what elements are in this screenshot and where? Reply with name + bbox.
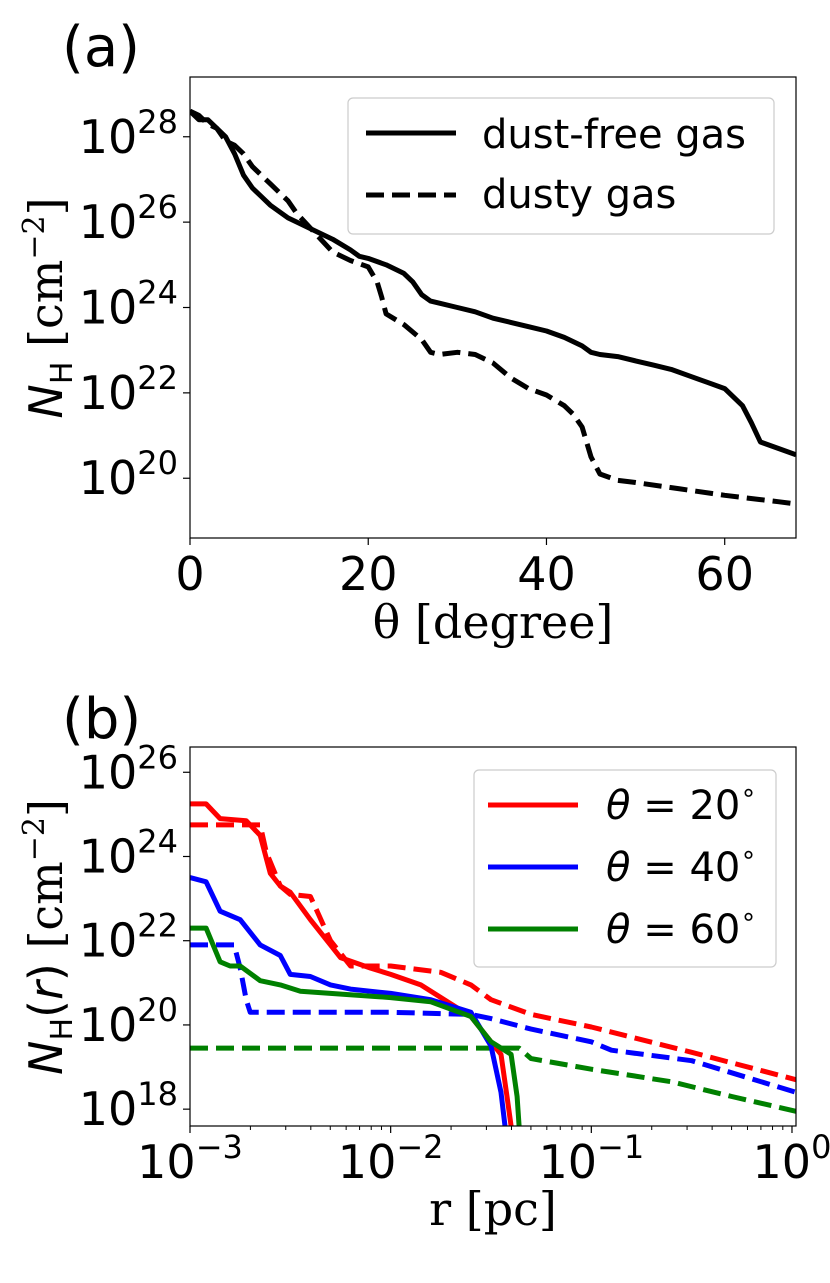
- panel-b-y-tick-label: 1020: [79, 991, 178, 1052]
- panel-a-series-line-dusty-gas: [190, 108, 796, 507]
- panel-b-y-axis-label: NH(r) [cm−2]: [17, 799, 80, 1075]
- panel-a-x-tick-label: 20: [339, 547, 398, 601]
- theta40-value: 40: [689, 845, 740, 891]
- panel-b-legend-label-theta20: θ = 20∘: [606, 778, 757, 829]
- panel-b-axes-frame: [189, 746, 797, 1127]
- panel-a-ylabel-main: N: [19, 384, 73, 418]
- degree-symbol: ∘: [740, 840, 756, 870]
- panel-b-ylabel-exp: −2: [17, 817, 52, 861]
- theta-symbol: θ: [606, 907, 630, 953]
- theta-symbol: θ: [606, 783, 630, 829]
- panel-a-ylabel-sub: H: [45, 362, 80, 385]
- panel-a: (a) 0 20 40 60 1028 1026 1024 1022 1020 θ [degr…: [17, 15, 797, 649]
- panel-b-legend-box: [473, 769, 777, 968]
- panel-b-legend: θ = 20∘ θ = 40∘ θ = 60∘: [473, 769, 777, 968]
- degree-symbol: ∘: [740, 778, 756, 808]
- panel-a-y-ticks: 1028 1026 1024 1022 1020: [79, 103, 190, 505]
- panel-b-x-tick-label: 100: [753, 1128, 830, 1189]
- panel-a-ylabel-exp: −2: [17, 215, 52, 259]
- panel-b-y-ticks: 1026 1024 1022 1020 1018: [79, 738, 190, 1136]
- theta-symbol: θ: [606, 845, 630, 891]
- panel-b-ylabel-close: ]: [19, 799, 73, 817]
- panel-b-y-tick-label: 1026: [79, 738, 178, 799]
- panel-a-legend-label-dashed: dusty gas: [482, 172, 676, 218]
- panel-b-ylabel-sub: H: [45, 1018, 80, 1041]
- theta-equals: =: [630, 845, 689, 891]
- panel-b-series-line-theta60-dusty: [190, 1045, 796, 1114]
- theta-equals: =: [630, 783, 689, 829]
- panel-b-ylabel-main: N: [19, 1041, 73, 1075]
- panel-a-y-tick-label: 1028: [79, 103, 178, 164]
- panel-a-legend-label-solid: dust-free gas: [482, 112, 746, 158]
- panel-b-y-tick-label: 1022: [79, 907, 178, 968]
- panel-a-x-tick-label: 40: [517, 547, 576, 601]
- panel-b-x-axis-label: r [pc]: [429, 1182, 557, 1236]
- panel-b-x-tick-label: 10−1: [538, 1128, 644, 1189]
- panel-a-label: (a): [62, 15, 140, 80]
- panel-a-ylabel-unit: [cm: [19, 260, 73, 362]
- panel-a-x-tick-label: 0: [175, 547, 204, 601]
- theta60-value: 60: [689, 907, 740, 953]
- panel-b-legend-label-theta40: θ = 40∘: [606, 840, 757, 891]
- panel-b: (b) 10−3 10−2 10−1 100 1026 1024 1022 1020 1018…: [17, 687, 830, 1236]
- panel-b-ylabel-var: r: [19, 978, 73, 1000]
- panel-b-x-tick-label: 10−2: [338, 1128, 444, 1189]
- panel-a-y-tick-label: 1024: [79, 274, 178, 335]
- panel-a-series: [190, 108, 796, 507]
- panel-b-ylabel-paren-close: ): [19, 963, 73, 981]
- panel-b-y-tick-label: 1018: [79, 1075, 178, 1136]
- panel-b-ylabel-paren-open: (: [19, 1000, 73, 1018]
- panel-a-y-tick-label: 1022: [79, 359, 178, 420]
- panel-a-y-tick-label: 1026: [79, 188, 178, 249]
- panel-a-ylabel-close: ]: [19, 197, 73, 215]
- panel-a-y-tick-label: 1020: [79, 444, 178, 505]
- panel-a-series-line-dust-free-gas: [190, 109, 796, 458]
- theta20-value: 20: [689, 783, 740, 829]
- panel-b-series-line-theta60-dust-free: [190, 925, 522, 1126]
- panel-b-y-tick-label: 1024: [79, 822, 178, 883]
- panel-a-x-tick-label: 60: [695, 547, 754, 601]
- panel-a-y-axis-label: NH [cm−2]: [17, 197, 80, 418]
- panel-b-legend-label-theta60: θ = 60∘: [606, 902, 757, 953]
- panel-b-plot-area: [189, 746, 797, 1127]
- panel-b-x-tick-label: 10−3: [137, 1128, 243, 1189]
- panel-b-label: (b): [62, 687, 141, 752]
- panel-a-x-axis-label: θ [degree]: [373, 595, 614, 649]
- panel-a-legend: dust-free gas dusty gas: [347, 97, 775, 235]
- panel-b-ylabel-unit: [cm: [19, 861, 73, 963]
- degree-symbol: ∘: [740, 902, 756, 932]
- panel-b-series: [190, 801, 796, 1126]
- panel-b-series-line-theta40-dust-free: [190, 875, 508, 1126]
- theta-equals: =: [630, 907, 689, 953]
- panel-a-x-ticks: 0 20 40 60: [175, 538, 754, 601]
- panel-b-x-ticks: 10−3 10−2 10−1 100: [137, 1126, 830, 1189]
